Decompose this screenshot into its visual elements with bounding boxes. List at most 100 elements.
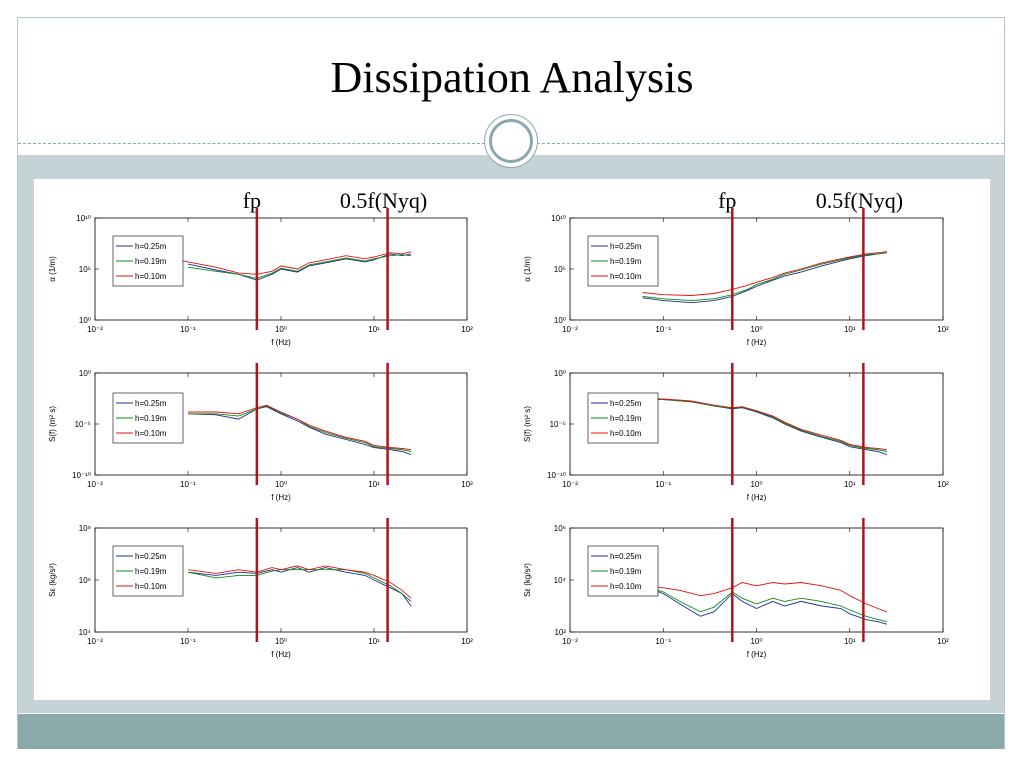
series-line-3 [188, 404, 412, 451]
legend-entry: h=0.25m [135, 399, 167, 408]
x-tick-label: 10⁰ [275, 325, 287, 334]
series-line-2 [642, 252, 887, 302]
page-title: Dissipation Analysis [330, 53, 694, 102]
y-tick-label: 10⁴ [554, 576, 567, 585]
y-tick-label: 10⁴ [79, 628, 92, 637]
y-tick-label: 10⁸ [79, 524, 91, 533]
x-tick-label: 10⁻² [562, 325, 578, 334]
x-tick-label: 10¹ [844, 325, 856, 334]
y-tick-label: 10⁰ [554, 369, 566, 378]
chart-left-alpha: 10⁻² 10⁻¹ 10⁰ 10¹ 10² 10⁰ 10⁵ 10¹⁰ f (Hz) α (1/m)… [48, 208, 473, 347]
ornament-circle-inner [489, 119, 533, 163]
legend-entry: h=0.19m [135, 567, 167, 576]
x-tick-label: 10⁻² [87, 637, 103, 646]
x-axis-label: f (Hz) [271, 338, 291, 347]
y-tick-label: 10⁻¹⁰ [547, 471, 566, 480]
x-tick-label: 10⁻¹ [655, 325, 671, 334]
y-tick-label: 10⁻¹⁰ [72, 471, 91, 480]
y-tick-label: 10¹⁰ [551, 214, 566, 223]
series-line-3 [642, 251, 887, 296]
chart-right-spectrum: 10⁻² 10⁻¹ 10⁰ 10¹ 10² 10⁻¹⁰ 10⁻⁵ 10⁰ f (Hz) S(f) … [523, 363, 949, 502]
series-line-1 [187, 567, 412, 607]
chart-right-dissipation: 10⁻² 10⁻¹ 10⁰ 10¹ 10² 10² 10⁴ 10⁶ f (Hz) Sε (kg/s… [523, 518, 949, 659]
series-line-1 [187, 253, 412, 281]
x-tick-label: 10⁰ [750, 480, 762, 489]
legend-entry: h=0.19m [610, 567, 642, 576]
legend-entry: h=0.25m [610, 399, 642, 408]
x-tick-label: 10⁻¹ [180, 480, 196, 489]
x-tick-label: 10¹ [844, 637, 856, 646]
annotation-fp: fp [718, 188, 736, 213]
legend-entry: h=0.25m [135, 552, 167, 561]
series-line-3 [187, 565, 412, 599]
x-tick-label: 10¹ [844, 480, 856, 489]
chart-left-spectrum: 10⁻² 10⁻¹ 10⁰ 10¹ 10² 10⁻¹⁰ 10⁻⁵ 10⁰ f (Hz) S(f) … [48, 363, 473, 502]
y-tick-label: 10⁰ [554, 316, 566, 325]
legend-entry: h=0.10m [135, 272, 167, 281]
annotation-nyquist: 0.5f(Nyq) [816, 188, 903, 213]
series-line-3 [178, 251, 412, 275]
chart-right-alpha: 10⁻² 10⁻¹ 10⁰ 10¹ 10² 10⁰ 10⁵ 10¹⁰ f (Hz) α (1/m)… [523, 208, 949, 347]
y-tick-label: 10⁵ [554, 265, 566, 274]
x-axis-label: f (Hz) [747, 338, 767, 347]
x-tick-label: 10¹ [368, 480, 380, 489]
series-line-3 [642, 398, 887, 451]
chart-left-dissipation: 10⁻² 10⁻¹ 10⁰ 10¹ 10² 10⁴ 10⁶ 10⁸ f (Hz) Sε (kg/s… [48, 518, 473, 659]
y-tick-label: 10⁻⁵ [75, 420, 91, 429]
x-tick-label: 10⁻² [87, 480, 103, 489]
y-axis-label: Sε (kg/s²) [523, 563, 532, 597]
legend-entry: h=0.25m [135, 242, 167, 251]
y-tick-label: 10⁵ [79, 265, 91, 274]
x-tick-label: 10⁻² [562, 480, 578, 489]
legend-entry: h=0.10m [610, 272, 642, 281]
y-tick-label: 10⁻⁵ [550, 420, 566, 429]
x-tick-label: 10⁻² [562, 637, 578, 646]
legend-entry: h=0.19m [610, 257, 642, 266]
x-tick-label: 10⁰ [275, 480, 287, 489]
x-tick-label: 10¹ [368, 325, 380, 334]
annotation-nyquist: 0.5f(Nyq) [340, 188, 427, 213]
series-line-2 [187, 254, 412, 279]
y-axis-label: α (1/m) [48, 256, 57, 282]
series-line-2 [642, 398, 887, 452]
x-tick-label: 10⁻¹ [655, 637, 671, 646]
x-tick-label: 10² [937, 325, 949, 334]
x-tick-label: 10² [461, 637, 473, 646]
y-axis-label: S(f) (m² s) [48, 406, 57, 442]
x-tick-label: 10⁻¹ [180, 325, 196, 334]
x-tick-label: 10⁰ [275, 637, 287, 646]
y-tick-label: 10⁶ [79, 576, 91, 585]
legend-entry: h=0.10m [135, 429, 167, 438]
series-line-1 [642, 585, 888, 625]
x-axis-label: f (Hz) [271, 493, 291, 502]
y-tick-label: 10¹⁰ [76, 214, 91, 223]
x-tick-label: 10⁻¹ [180, 637, 196, 646]
legend-entry: h=0.10m [610, 582, 642, 591]
x-tick-label: 10² [461, 480, 473, 489]
series-line-1 [642, 252, 887, 304]
footer-bar [18, 714, 1004, 749]
x-tick-label: 10¹ [368, 637, 380, 646]
legend-entry: h=0.19m [610, 414, 642, 423]
series-line-2 [642, 585, 888, 623]
x-axis-label: f (Hz) [271, 650, 291, 659]
annotation-fp: fp [243, 188, 261, 213]
y-axis-label: S(f) (m² s) [523, 406, 532, 442]
y-tick-label: 10⁰ [79, 369, 91, 378]
y-tick-label: 10⁶ [554, 524, 566, 533]
y-tick-label: 10⁰ [79, 316, 91, 325]
series-line-3 [642, 582, 888, 613]
legend-entry: h=0.10m [135, 582, 167, 591]
x-tick-label: 10⁰ [750, 637, 762, 646]
x-tick-label: 10² [937, 480, 949, 489]
legend-entry: h=0.10m [610, 429, 642, 438]
legend-entry: h=0.25m [610, 552, 642, 561]
series-line-2 [188, 405, 412, 452]
legend-entry: h=0.19m [135, 414, 167, 423]
legend-entry: h=0.19m [135, 257, 167, 266]
x-tick-label: 10² [937, 637, 949, 646]
x-axis-label: f (Hz) [747, 650, 767, 659]
x-tick-label: 10⁰ [750, 325, 762, 334]
x-tick-label: 10⁻¹ [655, 480, 671, 489]
